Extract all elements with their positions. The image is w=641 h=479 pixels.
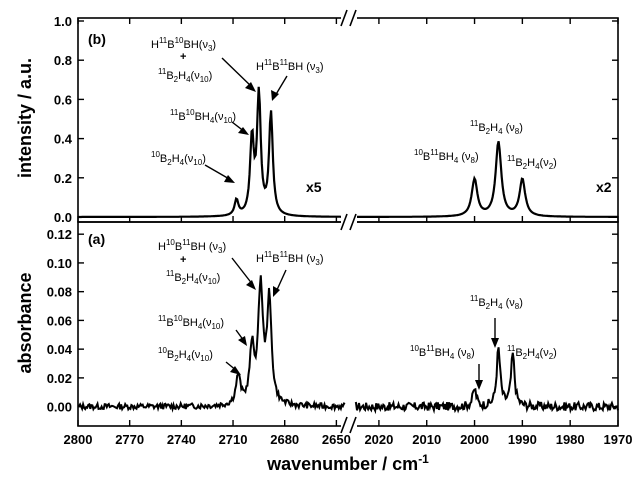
x-tick-label: 1970 [604,432,633,447]
arrowhead-a-1 [246,280,256,290]
arrowhead-b-1 [245,82,256,92]
scale-factor-right: x2 [596,179,612,195]
x-tick-label: 1980 [556,432,585,447]
annot-b-h11b11bh: H11B11BH (ν3) [256,58,324,75]
arrow-a-1 [231,257,254,286]
x-ticks: 2800 2770 2740 2710 2680 2650 2020 2010 2000 1990… [64,18,633,447]
panel-b-y-tick-label: 0.2 [54,171,72,186]
panel-b-y-axis-title: intensity / a.u. [15,58,35,178]
panel-b-label: (b) [88,31,106,47]
x-tick-label: 2000 [460,432,489,447]
x-tick-label: 2740 [167,432,196,447]
annot-b-h11b10bh: H11B10BH(ν3) [151,36,216,53]
panel-b-y-tick-label: 0.6 [54,92,72,107]
panel-a-y-tick-label: 0.06 [47,313,72,328]
annot-a-11b2h4-v10: 11B2H4(ν10) [166,269,220,286]
x-axis-title: wavenumber / cm-1 [266,452,429,474]
arrowhead-b-3 [238,127,249,135]
x-tick-label: 2770 [115,432,144,447]
panel-b-frame [77,17,619,223]
annot-b-11b2h4-v8: 11B2H4 (ν8) [470,119,523,136]
panel-b-y-tick-label: 1.0 [54,14,72,29]
panel-a-y-tick-label: 0.12 [47,227,72,242]
x-tick-label: 2800 [64,432,93,447]
panel-b-y-tick-label: 0.4 [54,132,73,147]
arrowhead-a-3 [238,336,247,346]
annot-a-plus: + [180,254,186,266]
annot-b-10b11bh4: 10B11BH4 (ν8) [414,148,479,165]
panel-b-y-tick-label: 0.8 [54,53,72,68]
x-tick-label: 1990 [508,432,537,447]
panel-a-y-tick-label: 0.10 [47,256,72,271]
axis-break-bottom [340,416,357,434]
annot-b-10b2h4: 10B2H4(ν10) [151,150,206,167]
panel-a-y-tick-label: 0.08 [47,285,72,300]
arrowhead-a-5 [491,338,499,348]
arrow-b-2 [274,75,288,97]
panel-a-y-tick-label: 0.04 [47,342,73,357]
annot-a-h10b11bh: H10B11BH (ν3) [158,238,226,255]
x-tick-label: 2710 [219,432,248,447]
panel-a-y-ticks: 0.00 0.02 0.04 0.06 0.08 0.10 0.12 [47,227,618,415]
panel-b-spectrum-left [78,86,345,219]
arrow-a-2 [275,269,287,293]
annot-b-plus: + [180,51,186,63]
arrowhead-a-6 [475,380,483,390]
x-tick-label: 2680 [270,432,299,447]
arrow-b-1 [221,57,254,89]
annot-a-10b2h4: 10B2H4(ν10) [158,346,213,363]
axis-break-middle [340,213,357,231]
panel-b-y-tick-label: 0.0 [54,210,72,225]
annot-a-h11b11bh: H11B11BH (ν3) [256,250,324,267]
annot-a-11b10bh4: 11B10BH4(ν10) [158,314,224,331]
arrowhead-b-2 [271,90,279,101]
x-tick-label: 2650 [322,432,351,447]
panel-b-annotations: H11B10BH(ν3) + 270711B2H4(ν10) H11B11BH … [151,36,557,183]
axis-break-top [340,9,357,27]
panel-a-spectrum-left [77,275,346,413]
panel-b-spectrum-right [355,141,618,218]
panel-a-annotations: H10B11BH (ν3) + 11B2H4(ν10) H11B11BH (ν3… [158,238,557,390]
arrowhead-a-2 [273,286,280,297]
panel-a-spectrum-right [354,347,619,415]
annot-a-11b2h4-v8: 11B2H4 (ν8) [470,294,523,311]
scale-factor-left: x5 [306,179,322,195]
panel-a-y-tick-label: 0.02 [47,371,72,386]
x-tick-label: 2010 [412,432,441,447]
annot-b-11b2h4-v2: 11B2H4(ν2) [507,154,557,171]
panel-a-y-axis-title: absorbance [15,272,35,373]
x-axis-title-exponent: -1 [418,452,429,466]
x-axis-title-text: wavenumber / cm [266,454,418,474]
annot-a-10b11bh4: 10B11BH4 (ν8) [410,344,475,361]
annot-b-11b10bh4: 11B10BH4(ν10) [170,108,236,125]
annot-b-11b2h4-v10-top: 270711B2H4(ν10) [158,67,212,84]
panel-a-label: (a) [88,231,105,247]
annot-a-11b2h4-v2: 11B2H4(ν2) [507,344,557,361]
panel-a-y-tick-label: 0.00 [47,400,72,415]
arrowhead-a-4 [230,366,241,375]
x-tick-label: 2020 [364,432,393,447]
panel-b-y-ticks: 0.0 0.2 0.4 0.6 0.8 1.0 [54,14,618,225]
arrowhead-b-4 [224,175,235,183]
